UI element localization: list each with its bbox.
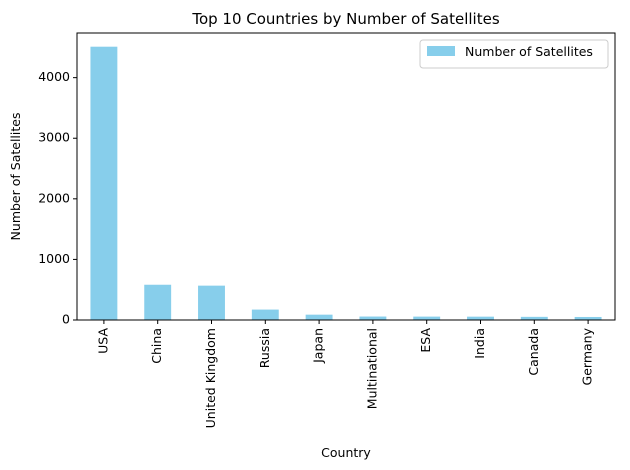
x-tick-label: Russia bbox=[257, 328, 272, 368]
x-tick-label: China bbox=[149, 328, 164, 364]
bars-group bbox=[90, 46, 602, 321]
x-tick-label: USA bbox=[95, 328, 110, 354]
bar-china bbox=[144, 284, 172, 320]
bar-canada bbox=[520, 316, 548, 320]
legend-label: Number of Satellites bbox=[465, 44, 593, 59]
x-tick-label: Canada bbox=[526, 328, 541, 376]
legend-swatch bbox=[427, 46, 455, 56]
y-tick-label: 0 bbox=[62, 312, 70, 327]
bar-multinational bbox=[359, 316, 387, 320]
x-axis: USA China United Kingdom Russia Japan Multina… bbox=[95, 320, 595, 428]
y-axis: 0 1000 2000 3000 4000 bbox=[38, 69, 77, 327]
bar-india bbox=[467, 316, 494, 320]
legend-box bbox=[419, 39, 609, 69]
bar-united-kingdom bbox=[198, 285, 225, 320]
bar-esa bbox=[413, 316, 441, 320]
y-axis-label: Number of Satellites bbox=[8, 113, 23, 241]
x-tick-label: Japan bbox=[311, 328, 326, 364]
x-tick-label: Germany bbox=[580, 327, 595, 385]
bar-japan bbox=[305, 314, 333, 320]
bar-russia bbox=[251, 309, 279, 320]
legend: Number of Satellites bbox=[419, 39, 609, 69]
bar-germany bbox=[574, 316, 602, 320]
x-tick-label: ESA bbox=[418, 328, 433, 353]
y-tick-label: 2000 bbox=[38, 190, 70, 205]
x-tick-label: India bbox=[472, 328, 487, 359]
y-tick-label: 1000 bbox=[38, 251, 70, 266]
chart-title: Top 10 Countries by Number of Satellites bbox=[191, 10, 499, 28]
plot-area-frame bbox=[76, 32, 616, 321]
x-axis-label: Country bbox=[321, 445, 371, 460]
bar-usa bbox=[90, 46, 118, 321]
x-tick-label: Multinational bbox=[364, 328, 379, 409]
x-tick-label: United Kingdom bbox=[203, 328, 218, 428]
y-tick-label: 4000 bbox=[38, 69, 70, 84]
y-tick-label: 3000 bbox=[38, 130, 70, 145]
